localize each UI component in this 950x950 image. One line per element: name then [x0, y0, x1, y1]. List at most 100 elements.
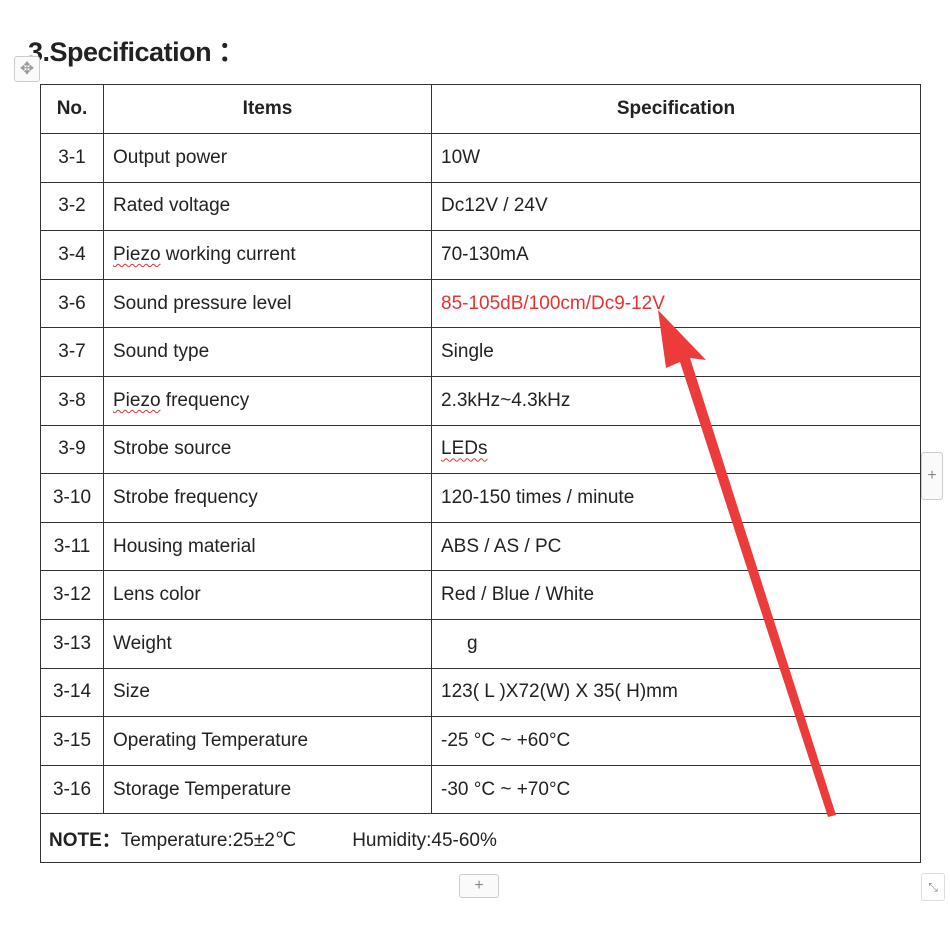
table-row: 3-7 Sound type Single — [40, 327, 921, 377]
table-row: 3-1 Output power 10W — [40, 133, 921, 183]
item-text: Strobe source — [113, 438, 232, 460]
spec-text: 85-105dB/100cm/Dc9-12V — [441, 292, 665, 314]
spec-text: Red / Blue / White — [441, 584, 595, 606]
specification-table: No. Items Specification 3-1 Output power 1… — [40, 84, 921, 863]
cell-no: 3-6 — [40, 278, 104, 329]
cell-no: 3-16 — [40, 764, 104, 815]
no-text: 3-8 — [58, 389, 86, 411]
header-no: No. — [40, 84, 104, 134]
item-text: Sound type — [113, 341, 210, 363]
add-row-plus-icon[interactable]: + — [459, 874, 499, 898]
cell-item: Strobe frequency — [103, 473, 432, 523]
no-text: 3-1 — [58, 146, 86, 168]
table-row: 3-8 Piezo frequency 2.3kHz~4.3kHz — [40, 375, 921, 426]
note-label: NOTE： — [49, 829, 121, 851]
table-row: 3-14 Size 123( L )X72(W) X 35( H)mm — [40, 667, 921, 718]
table-row: 3-2 Rated voltage Dc12V / 24V — [40, 181, 921, 232]
spec-text: LEDs — [441, 438, 488, 460]
cell-no: 3-15 — [40, 716, 104, 766]
item-text: Piezo working current — [113, 243, 296, 265]
table-resize-icon[interactable]: ⤡ — [921, 873, 945, 901]
table-header-row: No. Items Specification — [40, 84, 921, 134]
item-text: Rated voltage — [113, 195, 231, 217]
header-items: Items — [103, 84, 432, 134]
item-text: Strobe frequency — [113, 486, 258, 508]
table-row: 3-13 Weight g — [40, 618, 921, 669]
cell-item: Size — [103, 667, 432, 718]
cell-item: Sound pressure level — [103, 278, 432, 329]
spec-text: 120-150 times / minute — [441, 486, 635, 508]
cell-spec: 2.3kHz~4.3kHz — [431, 375, 921, 426]
item-text: Piezo frequency — [113, 389, 250, 411]
cell-item: Sound type — [103, 327, 432, 377]
cell-item: Piezo frequency — [103, 375, 432, 426]
cell-spec: 10W — [431, 133, 921, 183]
spec-text: 2.3kHz~4.3kHz — [441, 389, 571, 411]
no-text: 3-2 — [58, 195, 86, 217]
no-text: 3-10 — [52, 486, 92, 508]
cell-item: Lens color — [103, 570, 432, 620]
spec-text: 10W — [441, 146, 481, 168]
no-text: 3-6 — [58, 292, 86, 314]
spec-text: 70-130mA — [441, 243, 529, 265]
no-text: 3-4 — [58, 243, 86, 265]
cell-no: 3-10 — [40, 473, 104, 523]
cell-item: Operating Temperature — [103, 716, 432, 766]
cell-spec: g — [431, 618, 921, 669]
cell-no: 3-9 — [40, 424, 104, 475]
table-row: 3-12 Lens color Red / Blue / White — [40, 570, 921, 620]
cell-no: 3-11 — [40, 521, 104, 572]
no-text: 3-13 — [52, 632, 92, 654]
spec-text: Dc12V / 24V — [441, 195, 548, 217]
cell-item: Piezo working current — [103, 230, 432, 280]
cell-spec: -25 °C ~ +60°C — [431, 716, 921, 766]
table-row: 3-6 Sound pressure level 85-105dB/100cm/Dc… — [40, 278, 921, 329]
note-temperature: Temperature:25±2℃ — [120, 829, 297, 851]
cell-spec: 120-150 times / minute — [431, 473, 921, 523]
cell-no: 3-8 — [40, 375, 104, 426]
item-text: Sound pressure level — [113, 292, 292, 314]
no-text: 3-7 — [58, 341, 86, 363]
no-text: 3-11 — [53, 535, 91, 557]
no-text: 3-12 — [52, 584, 92, 606]
section-title: 3.Specification ： — [28, 37, 245, 67]
cell-spec: 70-130mA — [431, 230, 921, 280]
no-text: 3-15 — [52, 729, 92, 751]
table-move-handle-icon[interactable]: ✥ — [14, 56, 40, 82]
add-column-plus-icon[interactable]: + — [921, 452, 943, 500]
cell-spec: Single — [431, 327, 921, 377]
item-text: Operating Temperature — [113, 729, 309, 751]
spec-text: g — [467, 632, 478, 654]
table-row: 3-10 Strobe frequency 120-150 times / minu… — [40, 473, 921, 523]
spec-text: 123( L )X72(W) X 35( H)mm — [441, 681, 678, 703]
note-humidity: Humidity:45-60% — [352, 829, 497, 851]
table-row: 3-11 Housing material ABS / AS / PC — [40, 521, 921, 572]
cell-item: Housing material — [103, 521, 432, 572]
cell-no: 3-7 — [40, 327, 104, 377]
cell-no: 3-14 — [40, 667, 104, 718]
cell-no: 3-12 — [40, 570, 104, 620]
item-text: Storage Temperature — [113, 778, 292, 800]
cell-item: Weight — [103, 618, 432, 669]
note-row: NOTE：Temperature:25±2℃ Humidity:45-60% — [40, 813, 921, 863]
cell-no: 3-13 — [40, 618, 104, 669]
cell-spec: ABS / AS / PC — [431, 521, 921, 572]
spec-text: Single — [441, 341, 494, 363]
cell-spec: -30 °C ~ +70°C — [431, 764, 921, 815]
spec-text: ABS / AS / PC — [441, 535, 562, 557]
cell-item: Rated voltage — [103, 181, 432, 232]
spec-text: -30 °C ~ +70°C — [441, 778, 571, 800]
cell-item: Storage Temperature — [103, 764, 432, 815]
cell-no: 3-1 — [40, 133, 104, 183]
no-text: 3-9 — [58, 438, 86, 460]
spec-text: -25 °C ~ +60°C — [441, 729, 571, 751]
item-text: Lens color — [113, 584, 201, 606]
cell-item: Strobe source — [103, 424, 432, 475]
cell-spec: Dc12V / 24V — [431, 181, 921, 232]
cell-no: 3-4 — [40, 230, 104, 280]
item-text: Size — [113, 681, 150, 703]
header-specification: Specification — [431, 84, 921, 134]
item-text: Housing material — [113, 535, 256, 557]
table-row: 3-15 Operating Temperature -25 °C ~ +60°C — [40, 716, 921, 766]
cell-item: Output power — [103, 133, 432, 183]
